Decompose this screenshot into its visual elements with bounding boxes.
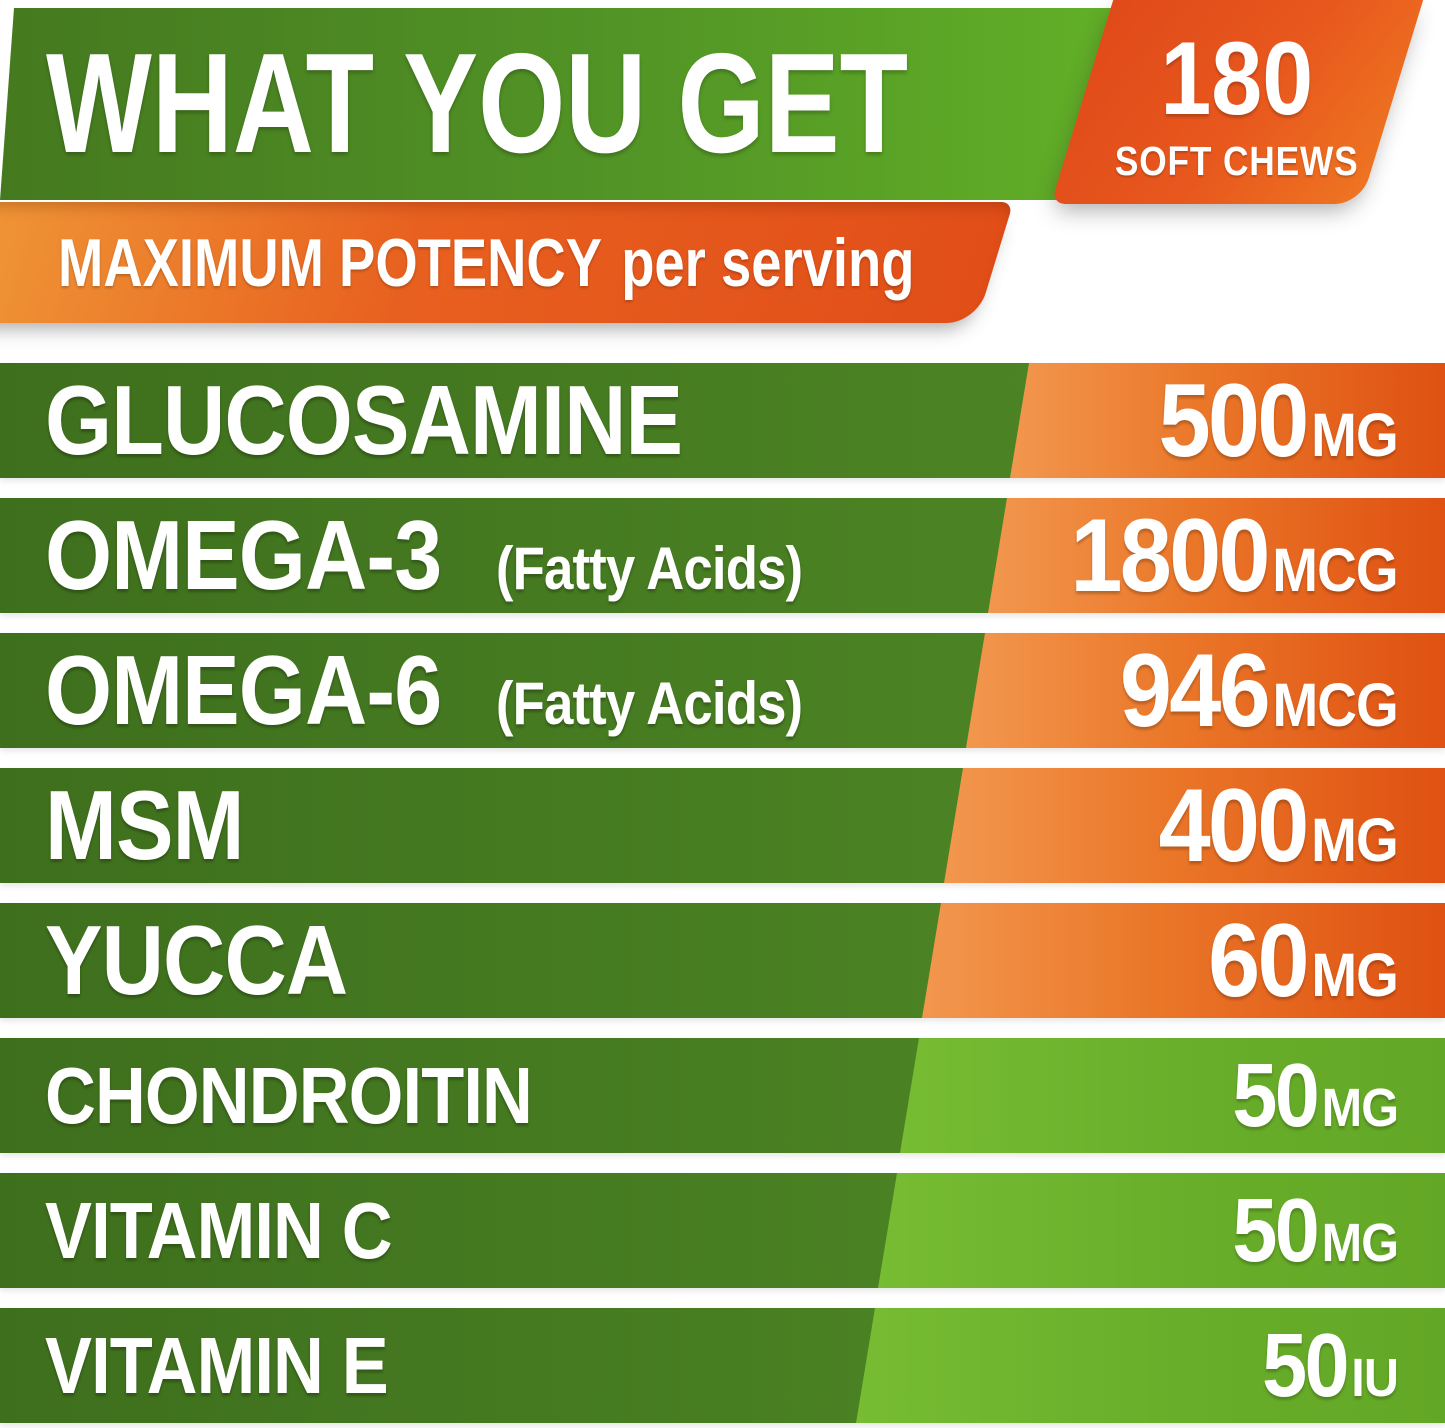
ingredient-amount-section: 50 IU (856, 1308, 1445, 1423)
ingredient-name-text: VITAMIN C (45, 1185, 446, 1277)
ingredient-name-section: YUCCA (45, 903, 450, 1018)
potency-title: MAXIMUM POTENCY (58, 224, 602, 301)
ingredient-name: YUCCA (45, 905, 348, 1015)
ingredient-note: (Fatty Acids) (495, 535, 803, 602)
amount-unit: IU (1351, 1347, 1399, 1408)
amount-value: 60 (1208, 903, 1309, 1018)
ingredient-name-section: OMEGA-3 (Fatty Acids) (45, 498, 906, 613)
amount-value: 50 (1232, 1180, 1319, 1281)
ingredient-name: VITAMIN C (45, 1185, 393, 1275)
ingredient-amount-section: 60 MG (922, 903, 1445, 1018)
chews-unit-label: SOFT CHEWS (1115, 137, 1359, 184)
ingredient-name-section: CHONDROITIN (45, 1038, 660, 1153)
ingredient-name: OMEGA-3 (45, 500, 442, 610)
amount-value: 50 (1262, 1315, 1349, 1416)
amount-unit: MG (1311, 805, 1399, 874)
ingredient-name-section: GLUCOSAMINE (45, 363, 831, 478)
amount-text: 50 MG (1232, 1180, 1399, 1281)
ingredient-row: 400 MG MSM (0, 768, 1445, 883)
amount-text: 946 MCG (1120, 633, 1399, 748)
potency-ribbon: MAXIMUM POTENCY per serving (0, 202, 1014, 323)
amount-value: 500 (1158, 363, 1310, 478)
potency-ribbon-content: MAXIMUM POTENCY per serving (0, 202, 995, 323)
amount-unit: MCG (1272, 535, 1399, 604)
ingredient-amount-section: 946 MCG (966, 633, 1445, 748)
amount-text: 500 MG (1158, 363, 1399, 478)
ingredient-name-section: MSM (45, 768, 333, 883)
amount-text: 1800 MCG (1070, 498, 1399, 613)
ingredient-row: 60 MG YUCCA (0, 903, 1445, 1018)
page-title: WHAT YOU GET (46, 24, 909, 183)
ingredient-name: CHONDROITIN (45, 1050, 533, 1140)
ingredient-name: VITAMIN E (45, 1320, 389, 1410)
ingredient-name-section: VITAMIN E (45, 1308, 497, 1423)
amount-text: 400 MG (1158, 768, 1399, 883)
ingredient-amount-section: 1800 MCG (988, 498, 1445, 613)
ingredient-note: (Fatty Acids) (495, 670, 803, 737)
ingredient-amount-section: 50 MG (900, 1038, 1445, 1153)
amount-unit: MG (1311, 940, 1399, 1009)
ingredient-row: 50 MG VITAMIN C (0, 1173, 1445, 1288)
amount-value: 946 (1120, 633, 1271, 748)
ingredient-name-text: MSM (45, 769, 298, 882)
amount-unit: MG (1311, 400, 1399, 469)
amount-value: 400 (1158, 768, 1310, 883)
ingredient-name: GLUCOSAMINE (45, 365, 683, 475)
amount-value: 50 (1232, 1045, 1319, 1146)
amount-value: 1800 (1070, 498, 1271, 613)
ingredient-row: 50 MG CHONDROITIN (0, 1038, 1445, 1153)
ingredient-name-text: YUCCA (45, 904, 402, 1017)
soft-chews-badge: 180 SOFT CHEWS (1050, 0, 1424, 204)
amount-unit: MG (1321, 1077, 1399, 1138)
ingredient-row: 500 MG GLUCOSAMINE (0, 363, 1445, 478)
amount-text: 60 MG (1208, 903, 1399, 1018)
ingredient-row: 946 MCG OMEGA-6 (Fatty Acids) (0, 633, 1445, 748)
amount-unit: MG (1321, 1212, 1399, 1273)
soft-chews-badge-content: 180 SOFT CHEWS (1082, 0, 1392, 204)
ingredient-row: 50 IU VITAMIN E (0, 1308, 1445, 1423)
ingredient-amount-section: 400 MG (944, 768, 1445, 883)
ingredient-name-section: OMEGA-6 (Fatty Acids) (45, 633, 906, 748)
ingredient-name-text: VITAMIN E (45, 1320, 442, 1412)
ingredient-name-text: CHONDROITIN (45, 1050, 587, 1142)
ingredient-amount-section: 50 MG (878, 1173, 1445, 1288)
ingredient-name-text: OMEGA-6 (Fatty Acids) (45, 634, 803, 747)
amount-text: 50 MG (1232, 1045, 1399, 1146)
ingredient-amount-section: 500 MG (1010, 363, 1445, 478)
ingredient-name-section: VITAMIN C (45, 1173, 501, 1288)
ingredient-name: MSM (45, 770, 244, 880)
chews-count: 180 (1160, 20, 1314, 137)
potency-text: MAXIMUM POTENCY per serving (58, 224, 914, 302)
ingredient-name-text: GLUCOSAMINE (45, 364, 737, 477)
amount-text: 50 IU (1262, 1315, 1399, 1416)
ingredient-list: 500 MG GLUCOSAMINE 1800 MCG OMEGA-3 (Fat… (0, 363, 1445, 1423)
potency-subtitle: per serving (621, 224, 915, 301)
title-banner: WHAT YOU GET (0, 8, 1125, 200)
ingredient-name-text: OMEGA-3 (Fatty Acids) (45, 499, 803, 612)
amount-unit: MCG (1272, 670, 1399, 739)
ingredient-row: 1800 MCG OMEGA-3 (Fatty Acids) (0, 498, 1445, 613)
ingredient-name: OMEGA-6 (45, 635, 442, 745)
